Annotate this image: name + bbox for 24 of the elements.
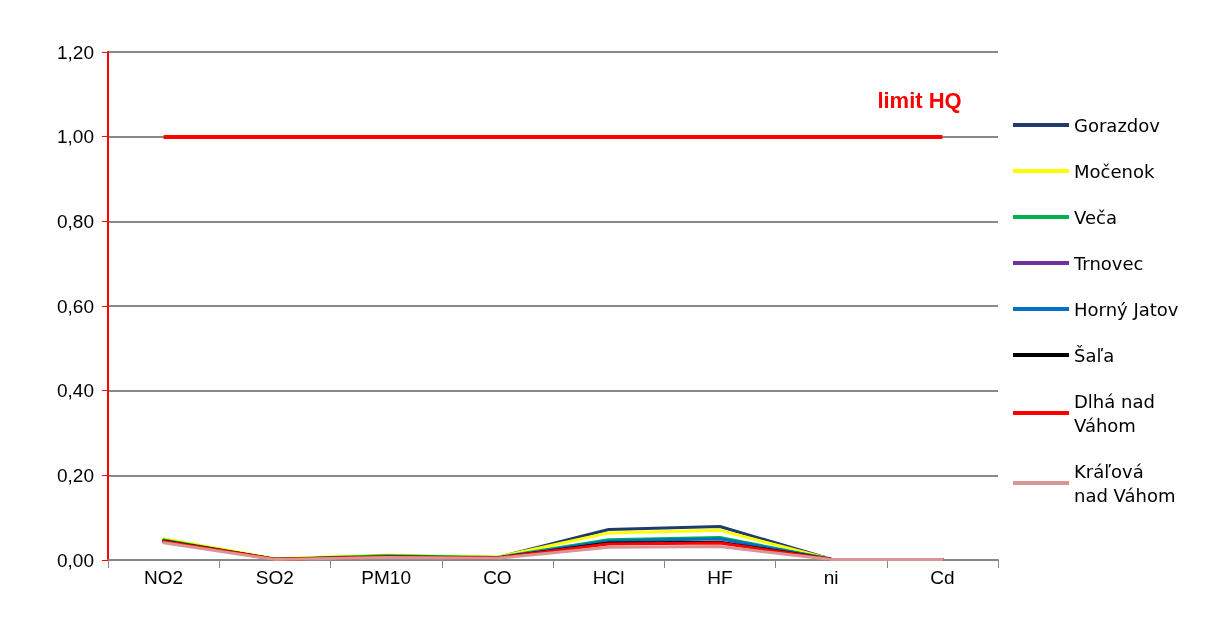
y-tick-label: 1,20 — [57, 41, 94, 63]
ref-line-label: limit HQ — [877, 88, 962, 114]
y-tick-label: 1,00 — [57, 126, 94, 148]
x-tick-label: HCl — [592, 567, 625, 588]
x-tick-label: Cd — [930, 567, 955, 588]
legend-label: Horný Jatov — [1074, 298, 1179, 320]
y-tick-label: 0,80 — [57, 210, 94, 232]
x-tick-label: ni — [823, 567, 839, 588]
x-tick-label: HF — [707, 567, 733, 588]
y-tick-label: 0,00 — [57, 549, 94, 571]
legend-label: Veča — [1074, 206, 1117, 228]
y-tick-label: 0,20 — [57, 464, 94, 486]
legend-label: Šaľa — [1074, 344, 1115, 366]
y-tick-label: 0,60 — [57, 295, 94, 317]
legend-label: Kráľová nad Váhom — [1074, 460, 1176, 506]
x-tick-label: NO2 — [144, 567, 184, 588]
legend-label: Dlhá nad Váhom — [1074, 390, 1161, 436]
x-tick-label: CO — [483, 567, 512, 588]
y-tick-label: 0,40 — [57, 380, 94, 402]
x-tick-label: SO2 — [255, 567, 294, 588]
legend-label: Močenok — [1074, 160, 1155, 182]
x-tick-label: PM10 — [361, 567, 411, 588]
legend-label: Trnovec — [1073, 252, 1144, 274]
legend-label: Gorazdov — [1074, 114, 1161, 136]
